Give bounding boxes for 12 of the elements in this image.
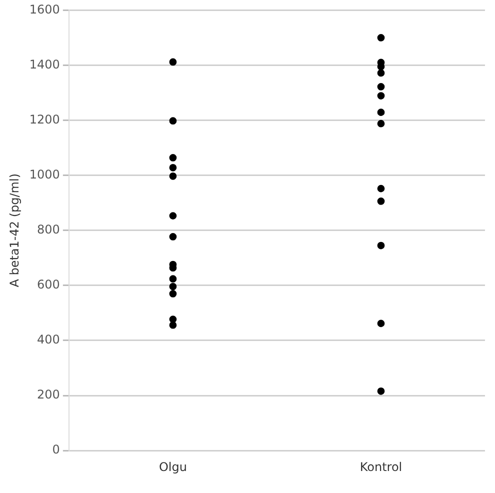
y-tick-label: 1000 xyxy=(29,167,60,182)
y-tick-label: 200 xyxy=(37,388,60,402)
x-tick-label: Olgu xyxy=(158,460,187,474)
x-tick-label: Kontrol xyxy=(360,460,402,474)
y-tick-label: 400 xyxy=(37,332,60,347)
y-tick-label: 1200 xyxy=(29,112,60,126)
y-tick-label: 600 xyxy=(37,278,60,292)
y-axis-title: A beta1-42 (pg/ml) xyxy=(7,174,22,288)
y-tick-label: 800 xyxy=(37,222,60,237)
y-tick-label: 0 xyxy=(52,442,60,457)
y-tick-label: 1600 xyxy=(29,2,60,16)
y-tick-label: 1400 xyxy=(29,57,60,72)
